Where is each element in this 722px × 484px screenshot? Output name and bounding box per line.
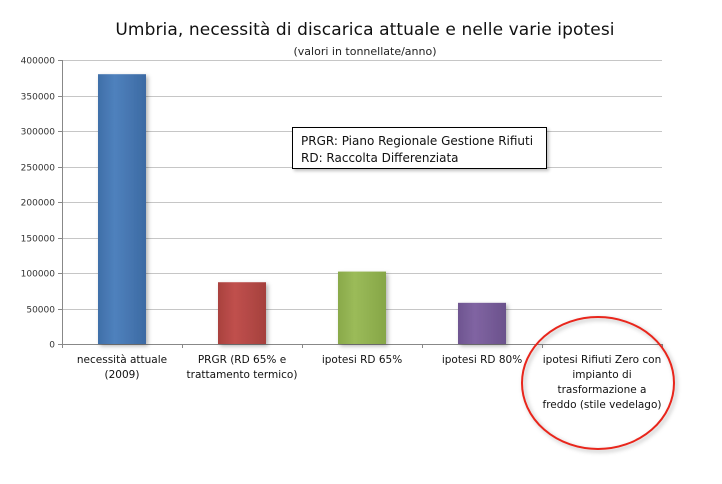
x-category-label: ipotesi Rifiuti Zero con impianto di trasf… — [543, 354, 662, 411]
bar-2 — [218, 282, 266, 344]
y-tick-label: 200000 — [21, 199, 56, 209]
y-tick-label: 250000 — [21, 164, 56, 174]
y-tick-label: 400000 — [21, 57, 56, 67]
y-tick-label: 150000 — [21, 235, 56, 245]
chart-subtitle: (valori in tonnellate/anno) — [293, 45, 437, 58]
y-tick-label: 300000 — [21, 128, 56, 138]
axes — [58, 60, 663, 348]
bar-1 — [98, 74, 146, 344]
y-tick-label: 50000 — [26, 306, 55, 316]
y-tick-label: 350000 — [21, 93, 56, 103]
chart-title: Umbria, necessità di discarica attuale e… — [115, 20, 615, 40]
highlight-ellipse — [521, 316, 675, 450]
labels: 0 50000 100000 150000 200000 250000 300000 3500… — [21, 57, 662, 412]
note-box: PRGR: Piano Regionale Gestione Rifiuti R… — [292, 127, 547, 169]
x-category-label: necessità attuale (2009) — [77, 354, 167, 381]
bar-4 — [458, 302, 506, 344]
bar-3 — [338, 271, 386, 344]
x-category-label: ipotesi RD 80% — [442, 354, 522, 366]
note-line: PRGR: Piano Regionale Gestione Rifiuti — [301, 134, 534, 148]
y-tick-label: 0 — [49, 341, 55, 351]
bars — [98, 74, 506, 344]
gridlines — [62, 60, 662, 310]
y-tick-label: 100000 — [21, 270, 56, 280]
x-category-label: ipotesi RD 65% — [322, 354, 402, 366]
x-category-label: PRGR (RD 65% e trattamento termico) — [187, 354, 298, 381]
note-line: RD: Raccolta Differenziata — [301, 151, 459, 165]
highlight — [521, 316, 675, 450]
